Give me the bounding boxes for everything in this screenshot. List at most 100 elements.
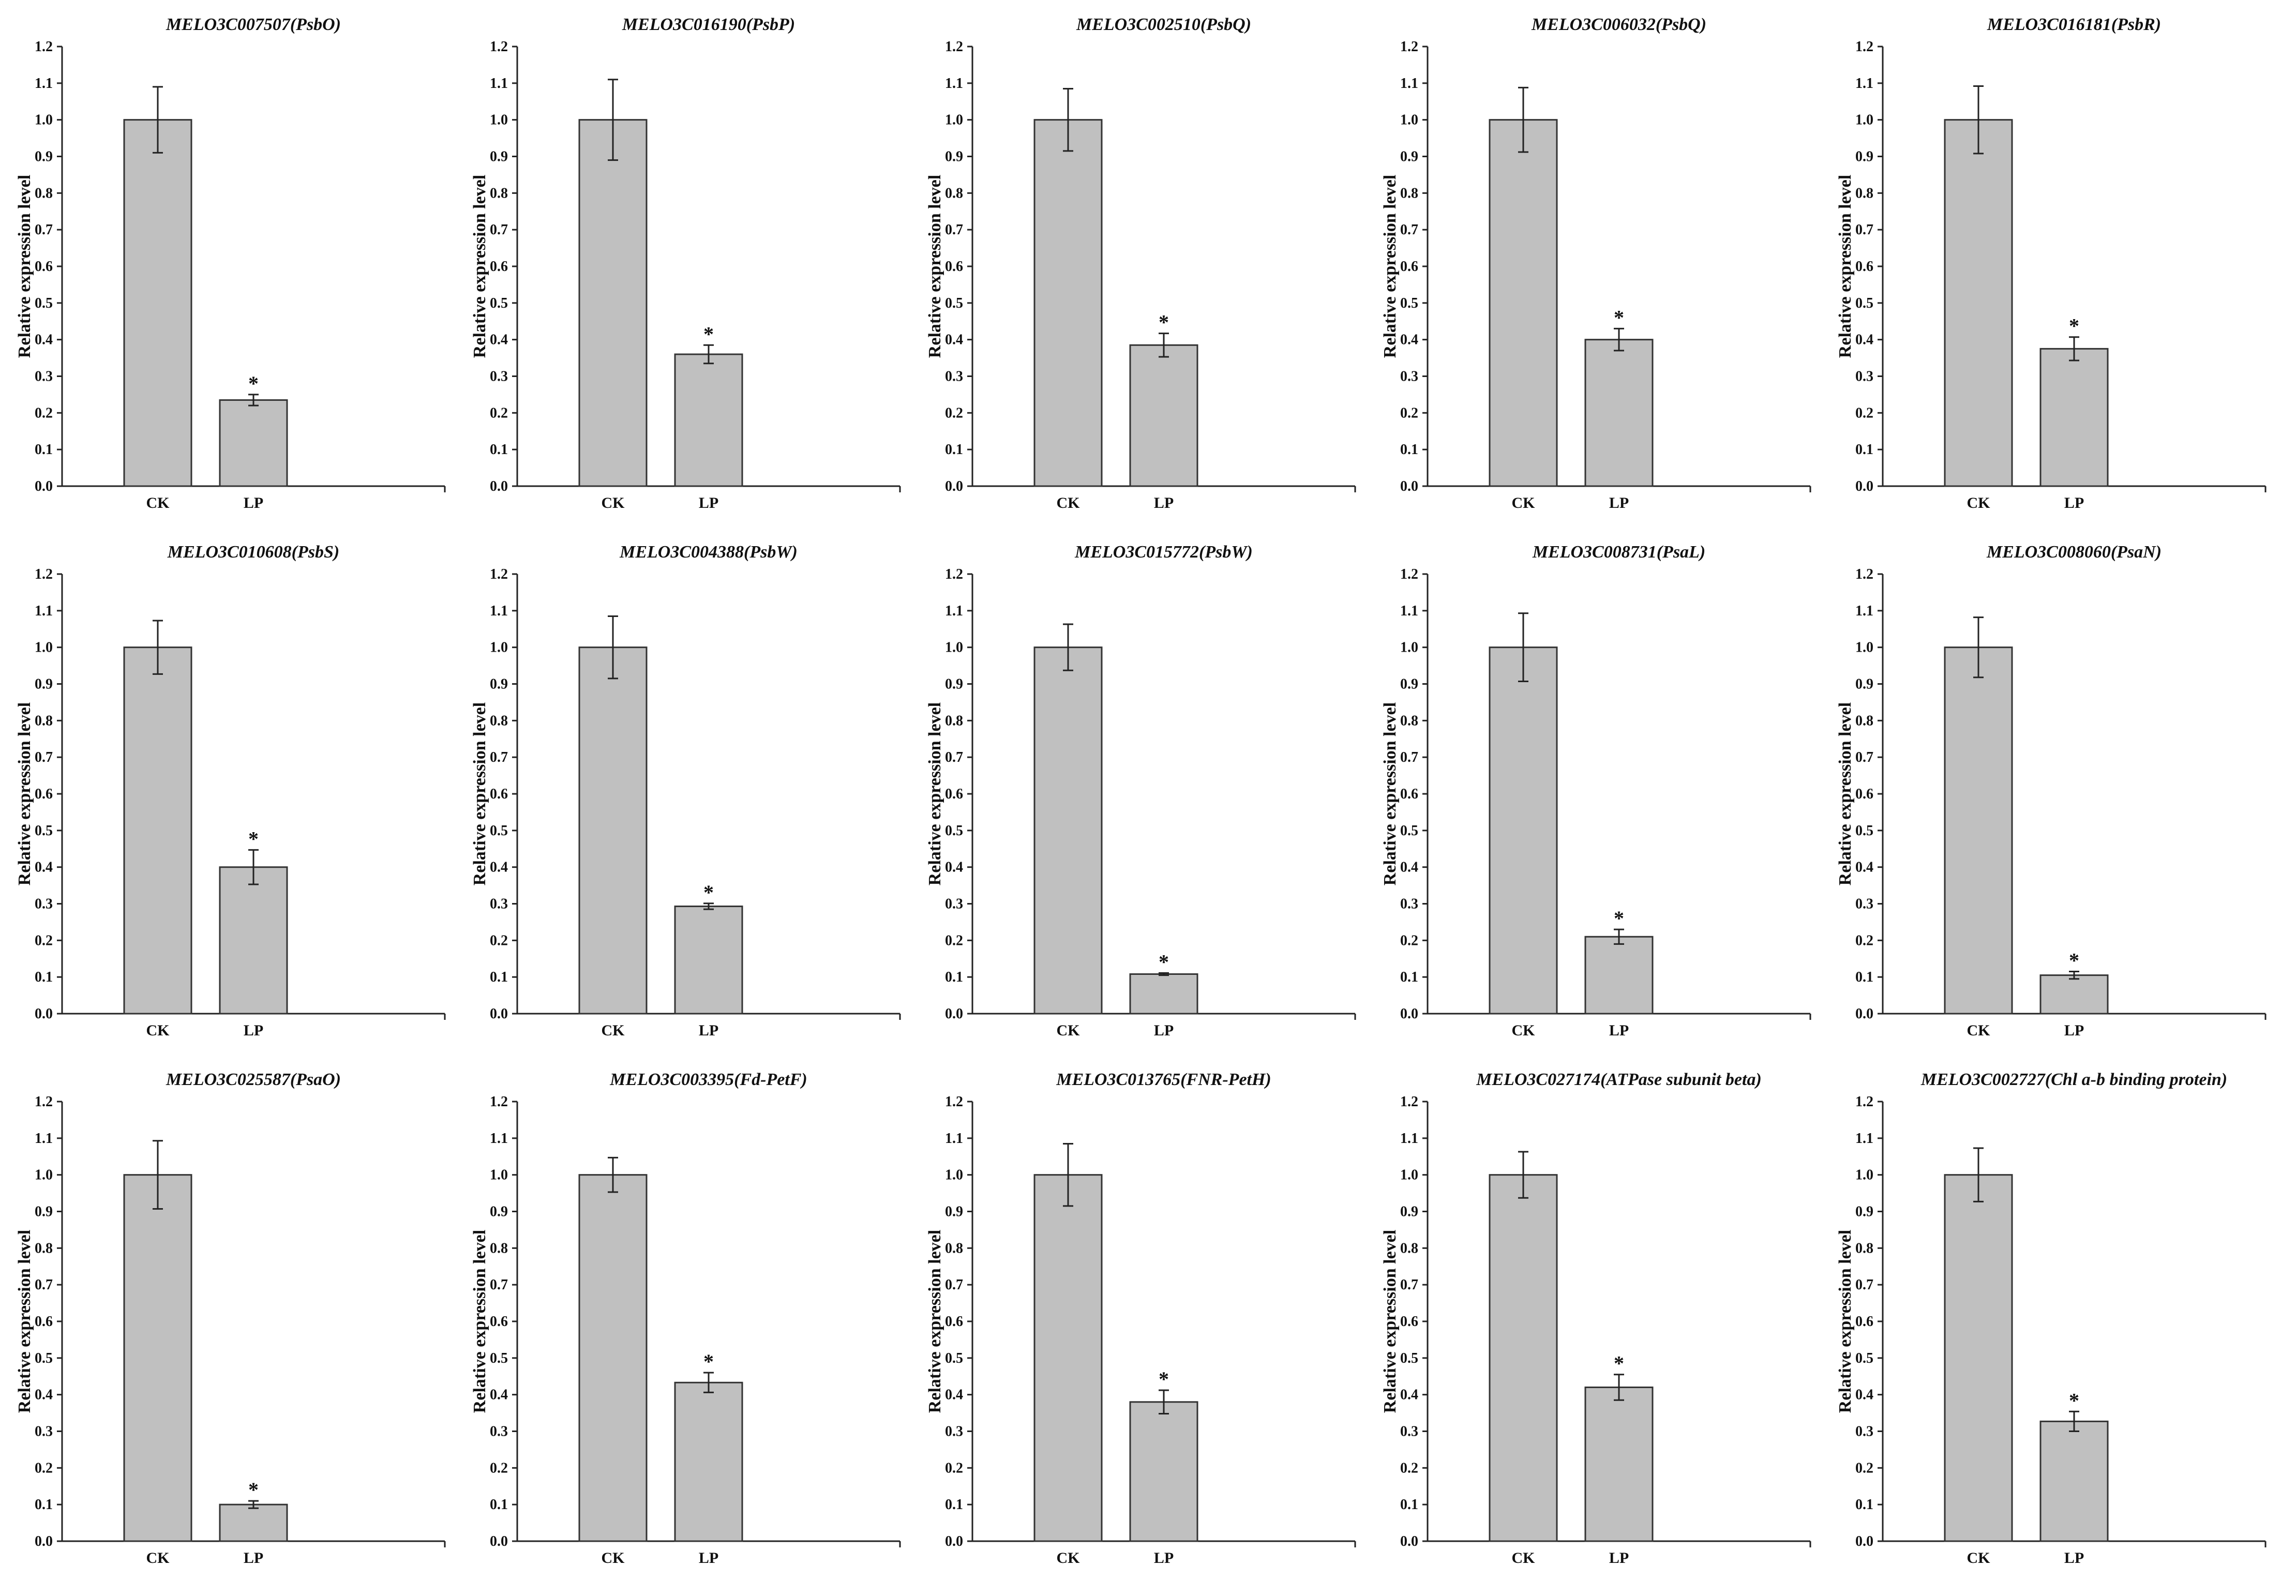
y-tick-label: 0.5 bbox=[35, 823, 53, 839]
y-axis-label: Relative expression level bbox=[470, 702, 489, 885]
significance-marker: * bbox=[1159, 950, 1169, 973]
y-tick-label: 0.3 bbox=[1855, 1424, 1873, 1440]
y-tick-label: 0.1 bbox=[490, 442, 508, 458]
y-tick-label: 0.1 bbox=[35, 969, 53, 985]
bar-ck bbox=[1489, 119, 1558, 487]
bar-lp bbox=[1584, 339, 1654, 487]
bar-lp bbox=[674, 905, 743, 1015]
category-label: LP bbox=[2064, 1549, 2084, 1567]
y-tick-label: 0.5 bbox=[490, 823, 508, 839]
y-tick-label: 0.9 bbox=[945, 676, 963, 692]
y-tick-label: 0.1 bbox=[1400, 442, 1418, 458]
y-tick-label: 0.4 bbox=[35, 332, 53, 348]
y-tick-label: 0.6 bbox=[945, 259, 963, 275]
y-tick-label: 0.9 bbox=[1855, 149, 1873, 165]
y-tick-label: 0.0 bbox=[945, 1533, 963, 1549]
y-tick-label: 0.8 bbox=[35, 185, 53, 201]
y-tick-label: 0.5 bbox=[1855, 1350, 1873, 1366]
y-tick-label: 0.1 bbox=[1400, 969, 1418, 985]
y-tick-label: 0.6 bbox=[1855, 1314, 1873, 1330]
y-tick-label: 0.9 bbox=[35, 1204, 53, 1220]
y-tick-label: 0.1 bbox=[35, 442, 53, 458]
y-tick-label: 1.0 bbox=[1855, 640, 1873, 656]
y-tick-label: 0.8 bbox=[945, 1240, 963, 1256]
category-label: CK bbox=[602, 1549, 625, 1567]
chart-panel: MELO3C008060(PsaN) 0.0 0.1 0.2 0.3 0.4 0.5 0.6 0… bbox=[1836, 543, 2267, 1039]
y-tick-label: 0.8 bbox=[1400, 713, 1418, 729]
y-tick-label: 0.0 bbox=[1855, 478, 1873, 494]
y-tick-label: 1.2 bbox=[35, 39, 53, 55]
category-label: CK bbox=[1967, 1549, 1991, 1567]
chart-panel: MELO3C027174(ATPase subunit beta) 0.0 0.1 0… bbox=[1380, 1070, 1811, 1567]
y-tick-label: 0.5 bbox=[1855, 823, 1873, 839]
y-tick-label: 0.5 bbox=[1400, 823, 1418, 839]
y-tick-label: 0.5 bbox=[945, 823, 963, 839]
category-label: CK bbox=[602, 1022, 625, 1039]
y-tick-label: 0.4 bbox=[945, 860, 963, 876]
bar-ck bbox=[1944, 646, 2013, 1015]
y-tick-label: 1.0 bbox=[35, 1167, 53, 1183]
y-tick-label: 0.8 bbox=[490, 1240, 508, 1256]
chart-panel: MELO3C004388(PsbW) 0.0 0.1 0.2 0.3 0.4 0.5 0.6 0… bbox=[470, 543, 901, 1039]
y-tick-label: 0.4 bbox=[1855, 860, 1873, 876]
y-tick-label: 0.7 bbox=[945, 749, 963, 765]
y-tick-label: 0.3 bbox=[490, 1424, 508, 1440]
y-tick-label: 0.7 bbox=[35, 1277, 53, 1293]
chart-panel: MELO3C015772(PsbW) 0.0 0.1 0.2 0.3 0.4 0.5 0.6 0… bbox=[925, 543, 1356, 1039]
y-tick-label: 0.6 bbox=[490, 1314, 508, 1330]
y-axis-label: Relative expression level bbox=[925, 702, 944, 885]
y-tick-label: 0.0 bbox=[35, 478, 53, 494]
bar-ck bbox=[1489, 646, 1558, 1015]
y-tick-label: 0.8 bbox=[490, 185, 508, 201]
y-tick-label: 0.3 bbox=[490, 896, 508, 912]
category-label: CK bbox=[1057, 1022, 1081, 1039]
significance-marker: * bbox=[2069, 314, 2079, 338]
chart-panel: MELO3C002510(PsbQ) 0.0 0.1 0.2 0.3 0.4 0.5 0.6 0… bbox=[925, 15, 1356, 511]
y-tick-label: 0.9 bbox=[1400, 1204, 1418, 1220]
significance-marker: * bbox=[248, 1478, 259, 1501]
y-tick-label: 0.7 bbox=[1855, 222, 1873, 238]
bar-ck bbox=[123, 1174, 192, 1542]
significance-marker: * bbox=[1614, 907, 1624, 930]
bar-ck bbox=[1944, 119, 2013, 487]
y-tick-label: 1.2 bbox=[1855, 566, 1873, 582]
y-tick-label: 0.4 bbox=[490, 332, 508, 348]
y-tick-label: 0.9 bbox=[1400, 149, 1418, 165]
y-tick-label: 0.0 bbox=[1400, 1533, 1418, 1549]
y-tick-label: 0.0 bbox=[35, 1533, 53, 1549]
y-tick-label: 0.0 bbox=[1400, 1006, 1418, 1022]
bar-ck bbox=[123, 119, 192, 487]
y-tick-label: 1.1 bbox=[1855, 76, 1873, 92]
y-tick-label: 0.9 bbox=[945, 149, 963, 165]
y-tick-label: 0.2 bbox=[490, 932, 508, 948]
y-tick-label: 0.8 bbox=[35, 713, 53, 729]
bar-ck bbox=[1944, 1174, 2013, 1542]
y-tick-label: 0.1 bbox=[35, 1497, 53, 1513]
chart-panel: MELO3C016190(PsbP) 0.0 0.1 0.2 0.3 0.4 0.5 0.6 0… bbox=[470, 15, 901, 511]
bar-ck bbox=[578, 646, 648, 1015]
y-axis-label: Relative expression level bbox=[1380, 175, 1400, 358]
significance-marker: * bbox=[1159, 311, 1169, 334]
y-tick-label: 1.2 bbox=[35, 1094, 53, 1110]
y-tick-label: 0.2 bbox=[490, 405, 508, 421]
y-tick-label: 1.1 bbox=[1855, 1131, 1873, 1147]
y-tick-label: 0.0 bbox=[490, 1533, 508, 1549]
chart-panel: MELO3C016181(PsbR) 0.0 0.1 0.2 0.3 0.4 0.5 0.6 0… bbox=[1836, 15, 2267, 511]
y-tick-label: 1.0 bbox=[490, 640, 508, 656]
y-axis-label: Relative expression level bbox=[1380, 1230, 1400, 1413]
significance-marker: * bbox=[703, 881, 714, 904]
category-label: LP bbox=[1154, 1022, 1174, 1039]
bar-lp bbox=[2039, 974, 2109, 1015]
y-tick-label: 1.1 bbox=[1400, 76, 1418, 92]
y-tick-label: 0.3 bbox=[490, 369, 508, 385]
y-tick-label: 1.1 bbox=[945, 76, 963, 92]
y-tick-label: 0.1 bbox=[945, 442, 963, 458]
y-tick-label: 0.2 bbox=[1855, 1460, 1873, 1476]
y-tick-label: 0.3 bbox=[1855, 896, 1873, 912]
bar-lp bbox=[2039, 348, 2109, 487]
y-tick-label: 0.7 bbox=[1855, 1277, 1873, 1293]
bar-lp bbox=[1129, 344, 1198, 487]
y-tick-label: 1.2 bbox=[945, 566, 963, 582]
y-tick-label: 1.2 bbox=[1400, 39, 1418, 55]
y-tick-label: 0.8 bbox=[35, 1240, 53, 1256]
